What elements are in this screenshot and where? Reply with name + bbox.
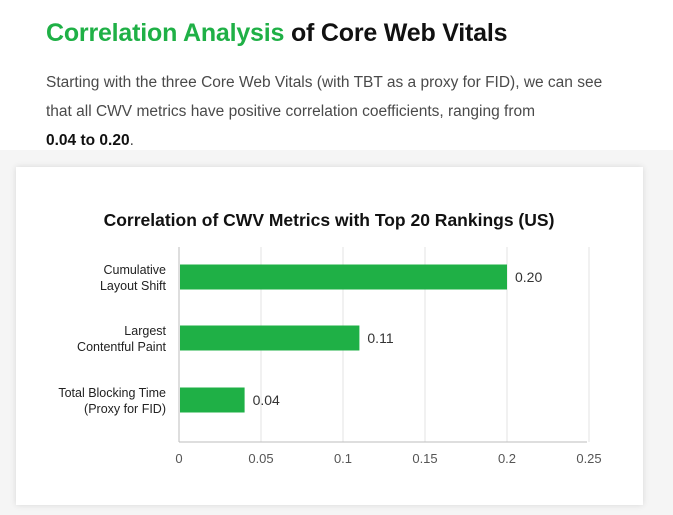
chart-title: Correlation of CWV Metrics with Top 20 R… xyxy=(104,210,555,230)
x-tick-label: 0.15 xyxy=(412,451,437,466)
x-tick-label: 0.2 xyxy=(498,451,516,466)
bar xyxy=(180,325,360,351)
data-label: 0.04 xyxy=(253,392,280,408)
category-label: Cumulative xyxy=(103,263,166,277)
page-heading: Correlation Analysis of Core Web Vitals xyxy=(46,18,508,48)
chart-card: Correlation of CWV Metrics with Top 20 R… xyxy=(16,167,643,505)
data-label: 0.11 xyxy=(367,330,393,346)
category-label: Contentful Paint xyxy=(77,340,166,354)
category-label: Largest xyxy=(124,324,166,338)
x-tick-label: 0 xyxy=(175,451,182,466)
heading-rest: of Core Web Vitals xyxy=(290,18,508,47)
intro-text: Starting with the three Core Web Vitals … xyxy=(46,73,603,120)
intro-paragraph: Starting with the three Core Web Vitals … xyxy=(46,68,616,155)
bar xyxy=(180,264,507,290)
x-tick-label: 0.25 xyxy=(576,451,601,466)
data-label: 0.20 xyxy=(515,269,542,285)
bar-chart: Correlation of CWV Metrics with Top 20 R… xyxy=(58,210,601,466)
intro-suffix: . xyxy=(129,131,134,149)
category-label: Total Blocking Time xyxy=(58,386,166,400)
heading-accent: Correlation Analysis xyxy=(46,18,285,47)
category-label: (Proxy for FID) xyxy=(84,402,166,416)
x-tick-label: 0.1 xyxy=(334,451,352,466)
bar xyxy=(180,387,245,413)
category-label: Layout Shift xyxy=(100,279,167,293)
x-tick-label: 0.05 xyxy=(248,451,273,466)
intro-range: 0.04 to 0.20 xyxy=(46,131,130,149)
